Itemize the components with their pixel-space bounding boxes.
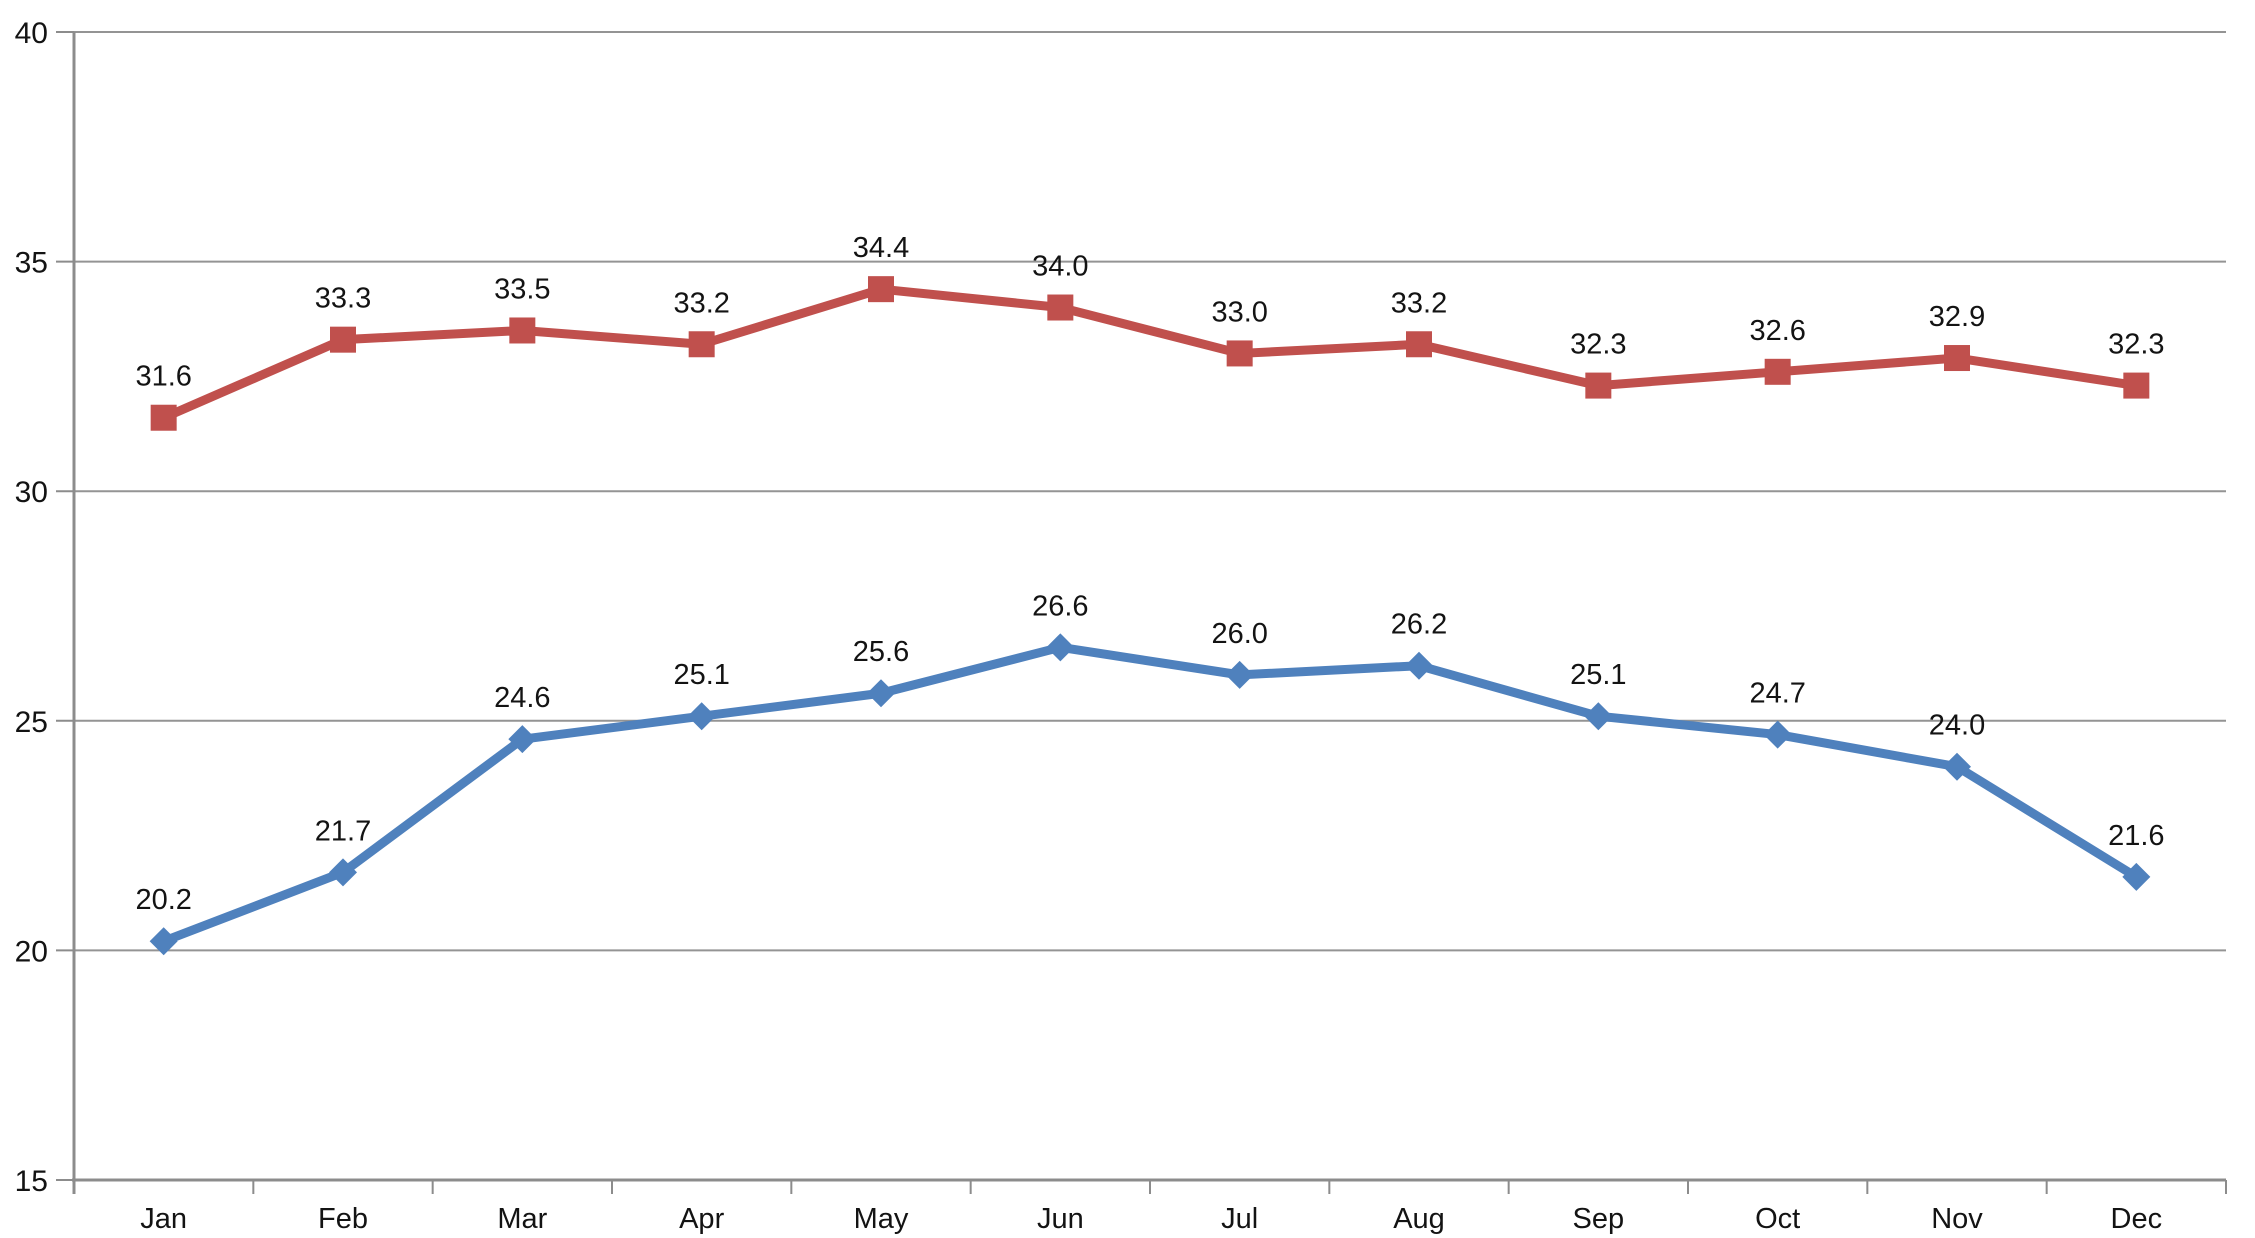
square-marker-icon [868,276,894,303]
y-axis-tick-label: 25 [15,706,48,739]
data-label: 21.7 [315,815,371,847]
diamond-marker-icon [149,927,178,956]
x-axis-tick-label: Sep [1573,1203,1625,1235]
x-axis-tick-label: Feb [318,1203,368,1235]
diamond-marker-icon [1943,752,1971,781]
x-axis-tick-label: Oct [1755,1203,1800,1235]
square-marker-icon [330,326,356,353]
diamond-marker-icon [867,679,895,708]
data-label: 34.4 [853,232,909,264]
y-axis-tick-label: 20 [15,935,48,968]
data-label: 24.6 [494,682,550,714]
data-label: 24.7 [1749,678,1805,710]
x-axis-tick-label: Jul [1221,1203,1258,1235]
diamond-marker-icon [1763,720,1792,749]
data-label: 34.0 [1032,251,1088,283]
data-label: 33.3 [315,283,371,315]
y-axis-tick-label: 30 [15,476,48,509]
diamond-marker-icon [1225,660,1254,689]
data-label: 32.6 [1749,315,1805,347]
series-line-upper-red-squares [159,284,2141,423]
square-marker-icon [150,404,177,431]
diamond-marker-icon [1405,651,1433,680]
x-axis-tick-label: Jun [1037,1203,1084,1235]
diamond-marker-icon [1584,702,1613,731]
data-label: 32.3 [1570,329,1626,361]
diamond-marker-icon [508,725,537,754]
x-axis-tick-label: Nov [1931,1203,1983,1235]
data-label: 32.9 [1929,301,1985,333]
square-marker-icon [1047,294,1074,321]
x-axis-tick-label: Aug [1393,1203,1445,1235]
data-label: 24.0 [1929,710,1985,742]
data-label: 33.2 [673,287,729,319]
data-label: 31.6 [135,361,191,393]
square-marker-icon [1585,372,1612,399]
data-label: 33.0 [1211,296,1267,328]
square-marker-icon [1406,331,1432,358]
square-marker-icon [688,331,715,358]
data-label: 25.1 [673,659,729,691]
y-axis-tick-label: 40 [15,17,48,50]
square-marker-icon [2123,372,2150,399]
x-axis-tick-label: Dec [2111,1203,2163,1235]
x-axis-tick-label: May [854,1203,909,1235]
data-label: 33.5 [494,273,550,305]
data-label: 26.0 [1211,618,1267,650]
y-axis-tick-label: 15 [15,1165,48,1198]
diamond-marker-icon [2122,862,2151,891]
series-line-lower-blue-diamonds [159,642,2141,946]
data-label: 33.2 [1391,287,1447,319]
square-marker-icon [509,317,536,344]
data-label: 21.6 [2108,820,2164,852]
x-axis-tick-label: Apr [679,1203,724,1235]
diamond-marker-icon [1046,633,1075,662]
diamond-marker-icon [687,702,716,731]
data-label: 32.3 [2108,329,2164,361]
square-marker-icon [1226,340,1253,367]
y-axis-tick-label: 35 [15,247,48,280]
data-label: 20.2 [135,884,191,916]
x-axis-tick-label: Mar [497,1203,547,1235]
data-label: 26.2 [1391,609,1447,641]
data-label: 25.6 [853,636,909,668]
data-label: 25.1 [1570,659,1626,691]
diamond-marker-icon [329,858,357,887]
x-axis-tick-label: Jan [140,1203,187,1235]
square-marker-icon [1764,358,1791,385]
data-label: 26.6 [1032,590,1088,622]
square-marker-icon [1944,345,1970,372]
